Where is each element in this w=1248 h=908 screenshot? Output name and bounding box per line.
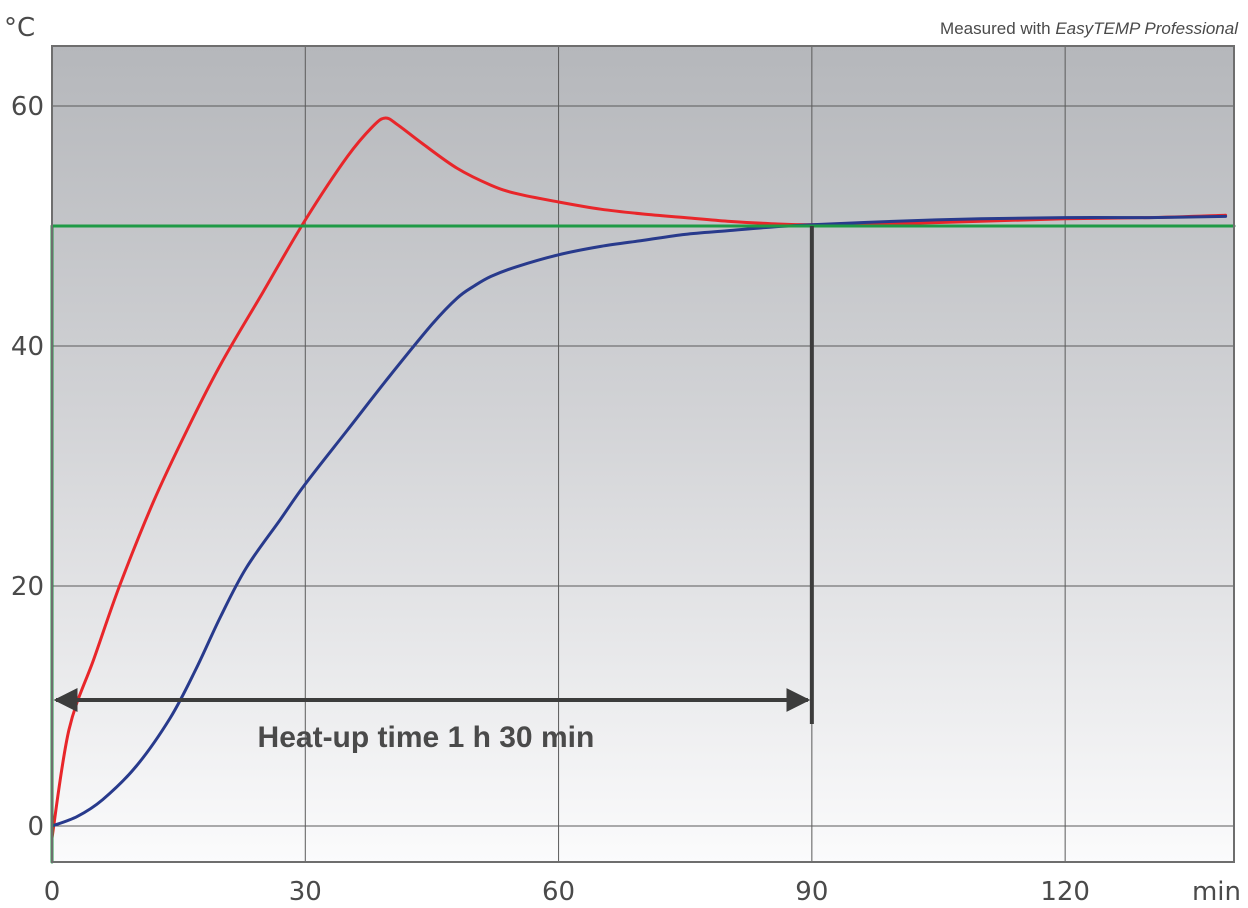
x-tick-label-4: 120 — [1040, 877, 1090, 907]
x-axis-unit: min — [1192, 877, 1241, 907]
measurement-note-prefix: Measured with — [940, 19, 1055, 38]
y-axis-unit: °C — [4, 13, 35, 43]
grid — [51, 46, 1234, 862]
measurement-note: Measured with EasyTEMP Professional — [940, 19, 1239, 38]
plot-frame — [51, 45, 1235, 863]
x-tick-label-3: 90 — [795, 877, 828, 907]
series-line-blue — [50, 214, 1228, 828]
plot-area — [52, 46, 1234, 862]
y-tick-label-3: 60 — [11, 92, 44, 122]
y-tick-label-2: 40 — [11, 332, 44, 362]
annotation-layer: Heat-up time 1 h 30 min — [53, 226, 814, 754]
measurement-note-product: EasyTEMP Professional — [1055, 19, 1239, 38]
series-line-red — [50, 116, 1228, 840]
x-tick-label-0: 0 — [44, 877, 61, 907]
y-tick-label-1: 20 — [11, 572, 44, 602]
y-tick-label-0: 0 — [27, 812, 44, 842]
x-tick-label-1: 30 — [289, 877, 322, 907]
x-tick-label-2: 60 — [542, 877, 575, 907]
heat-up-label: Heat-up time 1 h 30 min — [258, 721, 595, 754]
tick-labels: 0 30 60 90 120 0 20 40 60 — [11, 92, 1090, 907]
